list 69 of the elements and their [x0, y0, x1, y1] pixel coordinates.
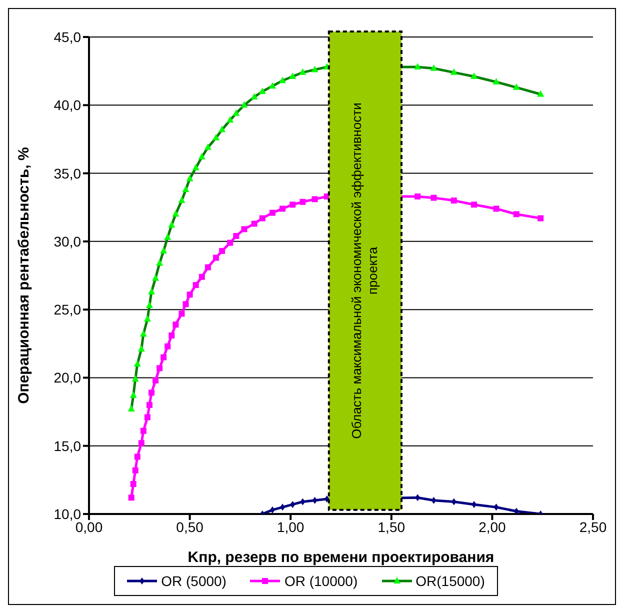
point — [280, 206, 286, 212]
point — [152, 377, 159, 384]
point — [233, 232, 240, 239]
point — [270, 506, 275, 514]
y-tick-label: 25,0 — [54, 302, 82, 318]
point — [538, 215, 544, 222]
point — [493, 206, 500, 212]
point — [290, 500, 296, 508]
point — [312, 196, 318, 202]
point — [132, 467, 138, 474]
x-tick-label: 2,50 — [579, 518, 607, 535]
x-tick-label: 0,50 — [176, 518, 204, 535]
point — [192, 282, 199, 288]
point — [213, 254, 220, 261]
point — [172, 322, 179, 328]
point — [312, 496, 318, 504]
point — [134, 454, 140, 460]
point — [182, 301, 189, 308]
x-tick-label: 2,00 — [478, 518, 506, 535]
x-tick-label: 1,00 — [276, 518, 304, 535]
y-tick-label: 40,0 — [54, 97, 82, 114]
point — [450, 198, 457, 204]
point — [431, 496, 436, 504]
point — [227, 240, 234, 246]
point — [160, 354, 167, 360]
point — [204, 264, 211, 270]
point — [219, 248, 226, 254]
legend-label: OR (5000) — [161, 573, 226, 589]
band-label: Область максимальной экономической эффективности проекта — [349, 102, 380, 439]
y-tick-label: 20,0 — [54, 370, 82, 386]
point — [144, 414, 150, 420]
y-tick-label: 15,0 — [54, 438, 82, 454]
point — [513, 211, 520, 218]
point — [414, 193, 421, 200]
point — [324, 496, 330, 503]
point — [300, 198, 306, 205]
point — [290, 202, 296, 208]
point — [451, 498, 456, 506]
point — [430, 194, 437, 201]
point — [148, 390, 154, 396]
legend-label: OR (10000) — [284, 573, 358, 589]
point — [128, 494, 134, 501]
x-axis-title: Kпр, резерв по времени проектирования — [188, 549, 494, 566]
legend-label: OR(15000) — [416, 573, 485, 589]
point — [138, 440, 144, 446]
point — [415, 494, 420, 502]
point — [259, 215, 266, 222]
point — [300, 498, 306, 506]
point — [164, 343, 171, 350]
point — [472, 500, 477, 508]
point — [168, 332, 175, 338]
point — [198, 274, 205, 280]
point — [241, 226, 248, 232]
point — [280, 504, 286, 511]
point — [178, 310, 185, 317]
point — [494, 504, 499, 511]
point — [140, 428, 146, 434]
y-tick-label: 30,0 — [54, 233, 82, 250]
point — [146, 402, 152, 408]
point — [130, 481, 136, 488]
point — [269, 210, 276, 216]
y-axis-title: Операционная рентабельность, % — [15, 147, 32, 404]
y-tick-label: 45,0 — [54, 28, 82, 45]
point — [251, 220, 258, 227]
point — [186, 292, 193, 298]
point — [471, 202, 478, 208]
x-tick-label: 1,50 — [378, 518, 406, 535]
y-tick-label: 35,0 — [54, 165, 82, 182]
point — [156, 365, 163, 372]
